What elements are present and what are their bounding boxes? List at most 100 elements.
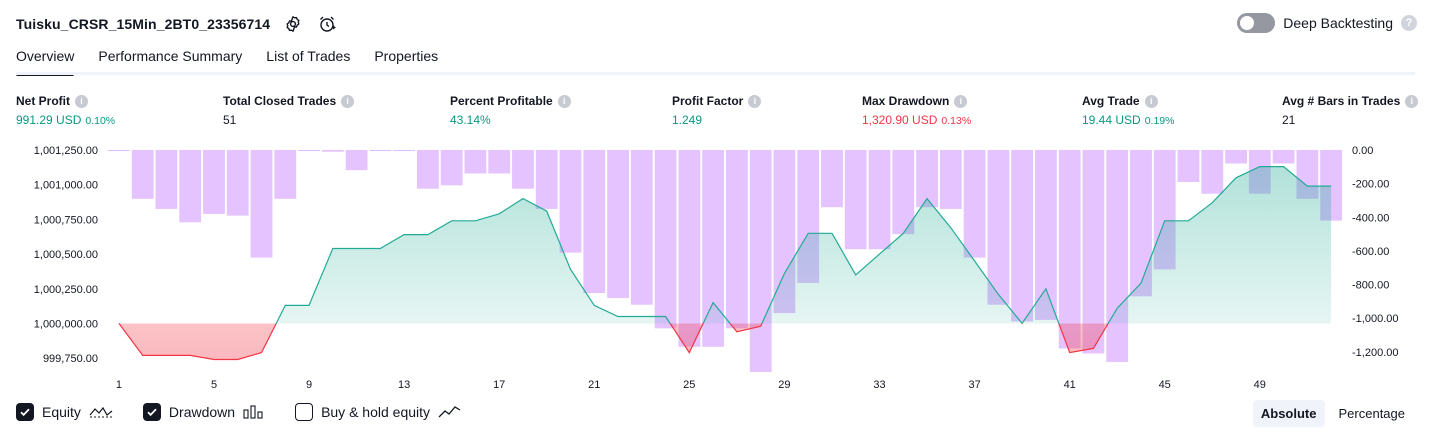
metric-value: 21: [1282, 113, 1296, 127]
tab-performance-summary[interactable]: Performance Summary: [98, 48, 243, 64]
deep-backtesting-label: Deep Backtesting: [1283, 15, 1393, 31]
drawdown-bar: [155, 150, 178, 209]
legend-buy-hold-equity[interactable]: Buy & hold equity: [295, 403, 462, 421]
x-axis-tick-label: 41: [1064, 379, 1076, 391]
x-axis-tick-label: 25: [683, 379, 695, 391]
drawdown-bar: [678, 150, 701, 347]
drawdown-bar: [440, 150, 463, 186]
equity-line-icon: [89, 406, 113, 418]
percentage-button[interactable]: Percentage: [1338, 406, 1406, 421]
metric-avg-bars: Avg # Bars in Trades i 21: [1282, 94, 1419, 127]
metric-profit-factor: Profit Factor i 1.249: [672, 94, 762, 127]
equity-chart[interactable]: 1,001,250.00 1,001,000.00 1,000,750.00 1,00…: [0, 140, 1431, 398]
drawdown-bar: [1130, 150, 1152, 297]
metric-label: Net Profit: [16, 94, 70, 108]
metric-value: 1,320.90 USD: [862, 113, 938, 127]
metric-percent: 0.10%: [85, 115, 116, 127]
x-axis-tick-label: 1: [116, 379, 122, 391]
metric-value: 1.249: [672, 113, 703, 127]
report-tabs: Overview Performance Summary List of Tra…: [16, 48, 439, 76]
x-axis-tick-label: 5: [211, 379, 217, 391]
drawdown-bar: [203, 150, 225, 214]
metric-label: Profit Factor: [672, 94, 744, 108]
legend-label: Drawdown: [168, 404, 236, 420]
tab-overview[interactable]: Overview: [16, 48, 75, 76]
metric-percent: 0.13%: [941, 115, 972, 127]
info-icon[interactable]: i: [1144, 94, 1158, 108]
drawdown-bar: [607, 150, 629, 298]
absolute-button[interactable]: Absolute: [1252, 400, 1325, 427]
left-axis-tick-label: 1,000,250.00: [34, 284, 98, 296]
drawdown-bar: [464, 150, 487, 174]
drawdown-bar: [274, 150, 297, 199]
drawdown-bar: [868, 150, 891, 250]
info-icon[interactable]: i: [954, 94, 968, 108]
left-axis-tick-label: 1,001,250.00: [34, 145, 98, 157]
drawdown-bar: [535, 150, 558, 209]
left-axis-tick-label: 999,750.00: [43, 353, 98, 365]
deep-backtesting-toggle[interactable]: [1237, 13, 1276, 33]
drawdown-bar: [1225, 150, 1247, 164]
metrics-row: Net Profit i 991.29 USD 0.10% Total Closed…: [16, 94, 1419, 130]
drawdown-bar: [559, 150, 582, 253]
equity-line: [118, 166, 1332, 324]
legend-label: Equity: [42, 404, 81, 420]
drawdown-bar: [844, 150, 867, 250]
drawdown-bar: [821, 150, 843, 208]
legend-drawdown[interactable]: Drawdown: [142, 403, 265, 421]
drawdown-bar: [345, 150, 368, 171]
tab-list-of-trades[interactable]: List of Trades: [266, 48, 351, 64]
drawdown-bar: [963, 150, 986, 258]
drawdown-bar: [916, 150, 938, 208]
drawdown-bar: [108, 150, 130, 151]
x-axis-tick-label: 21: [588, 379, 600, 391]
info-icon[interactable]: i: [341, 94, 355, 108]
legend-label: Buy & hold equity: [321, 404, 431, 420]
help-icon[interactable]: ?: [1401, 15, 1417, 31]
x-axis-tick-label: 45: [1159, 379, 1171, 391]
trend-line-icon: [438, 406, 461, 418]
info-icon[interactable]: i: [75, 94, 88, 108]
legend-equity[interactable]: Equity: [16, 403, 113, 421]
gear-icon[interactable]: [282, 13, 304, 35]
left-axis-tick-label: 1,000,500.00: [34, 249, 98, 261]
metric-label: Max Drawdown: [862, 94, 950, 108]
strategy-title: Tuisku_CRSR_15Min_2BT0_23356714: [16, 16, 271, 32]
drawdown-bar: [583, 150, 606, 293]
left-axis-tick-label: 1,001,000.00: [34, 180, 98, 192]
checkbox-checked-icon[interactable]: [142, 403, 161, 421]
alarm-clock-plus-icon[interactable]: [316, 13, 338, 35]
drawdown-bar: [1177, 150, 1200, 182]
x-axis-tick-label: 49: [1254, 379, 1266, 391]
drawdown-bar: [488, 150, 511, 174]
right-axis-tick-label: -200.00: [1352, 179, 1389, 191]
drawdown-bar: [654, 150, 677, 329]
right-axis-tick-label: -1,200.00: [1352, 347, 1398, 359]
equity-area-profit: [118, 166, 1332, 324]
metric-label: Percent Profitable: [450, 94, 553, 108]
drawdown-bar: [1201, 150, 1224, 194]
drawdown-bar: [749, 150, 772, 372]
metric-max-drawdown: Max Drawdown i 1,320.90 USD 0.13%: [862, 94, 971, 127]
equity-area-loss: [118, 323, 1332, 360]
tab-properties[interactable]: Properties: [374, 48, 439, 64]
x-axis-tick-label: 9: [306, 379, 312, 391]
metric-avg-trade: Avg Trade i 19.44 USD 0.19%: [1082, 94, 1174, 127]
drawdown-bar: [250, 150, 273, 258]
x-axis-tick-label: 33: [873, 379, 885, 391]
drawdown-bar: [1058, 150, 1081, 349]
checkbox-unchecked-icon[interactable]: [295, 403, 314, 421]
drawdown-bar: [512, 150, 534, 189]
metric-value: 43.14%: [450, 113, 491, 127]
drawdown-bar: [1011, 150, 1033, 322]
x-axis-tick-label: 37: [968, 379, 980, 391]
left-axis-tick-label: 1,000,000.00: [34, 318, 98, 330]
info-icon[interactable]: i: [557, 94, 571, 108]
deep-backtesting: Deep Backtesting ?: [1237, 13, 1417, 33]
info-icon[interactable]: i: [1405, 94, 1419, 108]
metric-percent: 0.19%: [1144, 115, 1175, 127]
info-icon[interactable]: i: [748, 94, 762, 108]
checkbox-checked-icon[interactable]: [16, 403, 34, 421]
strategy-header: Tuisku_CRSR_15Min_2BT0_23356714: [16, 12, 338, 36]
drawdown-bar: [369, 150, 392, 151]
